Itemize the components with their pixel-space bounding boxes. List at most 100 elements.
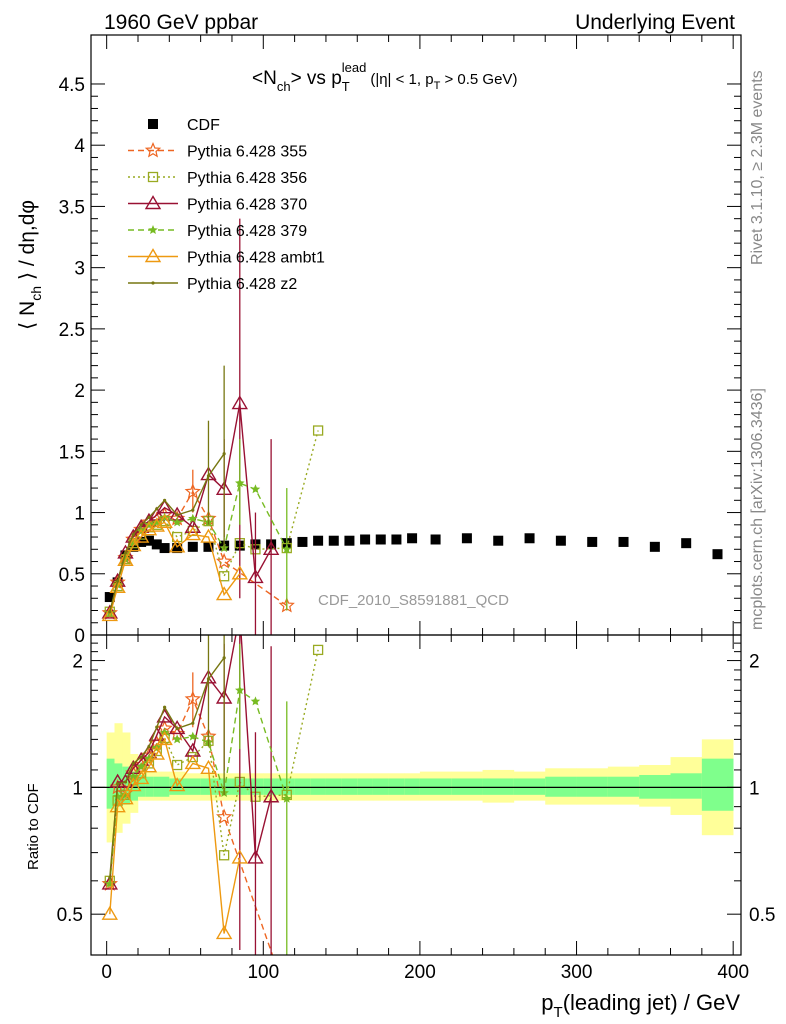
band-inner xyxy=(607,776,640,797)
series-pythia-6-428-356 xyxy=(104,425,324,617)
data-point xyxy=(328,535,339,546)
legend-marker xyxy=(144,141,162,158)
data-point xyxy=(222,452,226,456)
data-point xyxy=(215,586,233,601)
data-point xyxy=(104,592,115,603)
ratio-series-pythia-6-428-z2 xyxy=(108,635,226,880)
data-point xyxy=(163,498,167,502)
xtick-label: 200 xyxy=(404,962,436,983)
ratio-point xyxy=(123,780,128,784)
main-panel: 0 0.5 1 1.5 2 2.5 3 3.5 4 4.5 <Nch> vs pTlead(|η|… xyxy=(16,34,742,647)
rivet-label: Rivet 3.1.10, ≥ 2.3M events xyxy=(749,70,766,265)
data-point xyxy=(159,543,170,554)
series-pythia-6-428-ambt1 xyxy=(101,513,249,622)
data-point xyxy=(147,515,151,520)
band-inner xyxy=(670,773,703,799)
ratio-point xyxy=(216,808,233,825)
data-point xyxy=(313,535,324,546)
legend-label: Pythia 6.428 z2 xyxy=(187,276,297,293)
ratio-point xyxy=(233,607,247,619)
band-inner xyxy=(130,771,139,801)
data-point xyxy=(218,571,230,582)
ratio-point xyxy=(132,770,150,785)
main-ytick-label: 4.5 xyxy=(59,75,85,96)
band-inner xyxy=(388,778,405,795)
data-point xyxy=(312,425,324,436)
ratio-point xyxy=(231,849,249,864)
ratio-point xyxy=(222,656,226,660)
data-point xyxy=(117,551,134,567)
band-inner xyxy=(419,778,452,795)
band-inner xyxy=(184,778,201,795)
data-point xyxy=(131,532,135,537)
ratio-point xyxy=(163,705,167,709)
xtick-label: 0 xyxy=(101,962,112,983)
ratio-ytick-label-right: 0.5 xyxy=(749,905,775,926)
band-inner xyxy=(200,778,217,795)
ratio-point xyxy=(140,758,158,773)
ratio-point xyxy=(184,690,202,707)
ratio-point xyxy=(139,755,143,759)
data-point xyxy=(407,533,418,544)
data-point xyxy=(188,513,198,523)
data-point xyxy=(143,535,154,546)
data-point xyxy=(172,543,183,554)
xtick-label: 300 xyxy=(561,962,593,983)
data-point xyxy=(151,539,162,550)
main-ytick-label: 0 xyxy=(74,626,85,647)
series-line xyxy=(109,521,241,616)
data-point xyxy=(247,569,264,584)
data-point xyxy=(712,549,723,560)
ratio-point xyxy=(200,759,217,774)
band-inner xyxy=(153,776,162,797)
data-point xyxy=(430,534,441,545)
ratio-point xyxy=(148,745,166,760)
xlabel: pT(leading jet) / GeV xyxy=(541,990,740,1021)
data-point xyxy=(123,551,128,555)
ratio-point xyxy=(262,788,280,803)
series-line xyxy=(109,453,225,612)
band-inner xyxy=(357,778,374,795)
legend-label: Pythia 6.428 355 xyxy=(187,144,307,161)
ratio-point xyxy=(218,850,230,861)
ratio-panel: 0.5 0.5 1 1 2 2 0 100 200 300 400 Ratio to CDF pT… xyxy=(25,607,775,1021)
ratio-point xyxy=(187,751,198,763)
data-point xyxy=(168,538,186,553)
data-point xyxy=(344,535,355,546)
ratio-point xyxy=(175,726,179,731)
data-point xyxy=(187,541,198,552)
series-line xyxy=(109,649,319,881)
data-point xyxy=(297,536,308,547)
data-point xyxy=(172,517,182,527)
ratio-ylabel: Ratio to CDF xyxy=(25,783,42,870)
main-ytick-label: 2.5 xyxy=(59,320,85,341)
analysis-watermark: CDF_2010_S8591881_QCD xyxy=(318,592,509,609)
band-inner xyxy=(576,776,609,797)
ratio-point xyxy=(128,771,138,781)
data-point xyxy=(200,528,217,543)
ratio-point xyxy=(282,793,292,803)
series-line xyxy=(109,403,272,614)
ratio-point xyxy=(117,773,134,788)
ratio-point xyxy=(101,905,119,920)
data-point xyxy=(524,533,535,544)
series-line xyxy=(109,430,319,612)
ratio-ytick-label: 2 xyxy=(72,652,83,673)
ratio-ytick-label-right: 2 xyxy=(749,652,760,673)
legend-entry-pythia-6-428-379: Pythia 6.428 379 xyxy=(128,223,307,240)
legend-entry-pythia-6-428-z2: Pythia 6.428 z2 xyxy=(128,276,297,293)
data-point xyxy=(112,579,123,589)
data-point xyxy=(681,538,692,549)
band-inner xyxy=(372,778,389,795)
ratio-ytick-label: 1 xyxy=(72,778,83,799)
main-ytick-label: 1 xyxy=(74,504,85,525)
data-point xyxy=(360,534,371,545)
ratio-ytick-label-right: 1 xyxy=(749,778,760,799)
band-inner xyxy=(545,776,577,797)
ratio-point xyxy=(156,730,173,746)
ratio-point xyxy=(147,744,151,749)
ratio-point xyxy=(109,798,126,813)
main-ytick-label: 3.5 xyxy=(59,197,85,218)
data-point xyxy=(231,565,249,580)
